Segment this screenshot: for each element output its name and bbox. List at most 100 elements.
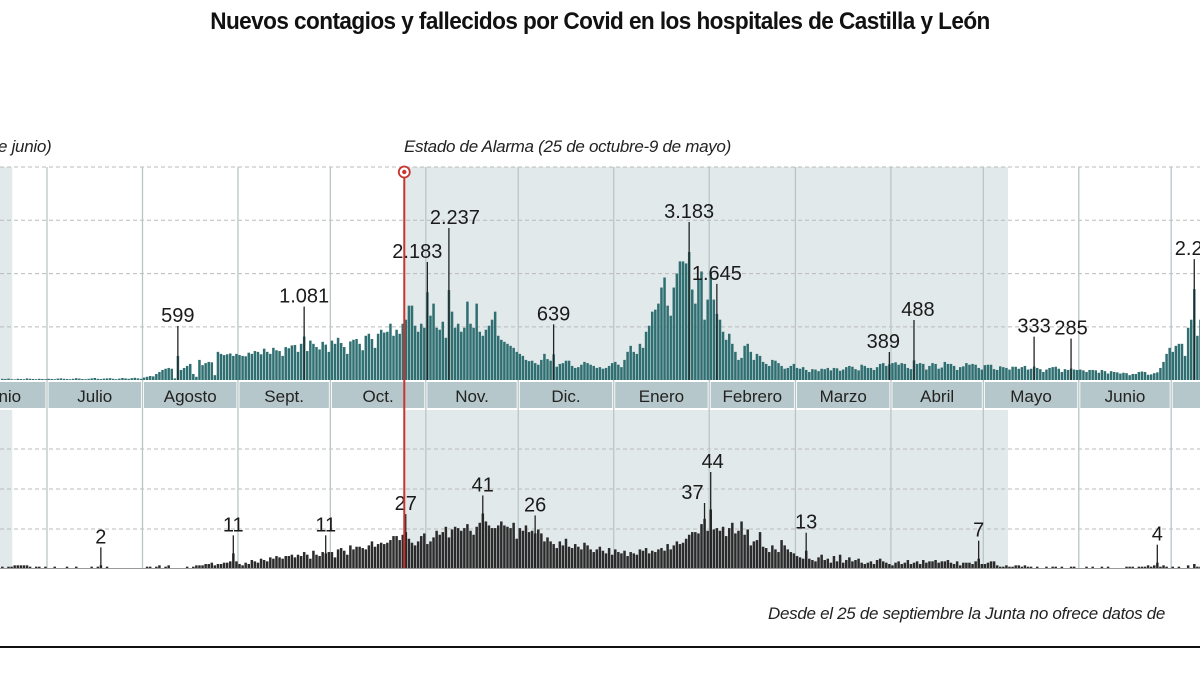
deaths-bar — [355, 546, 358, 568]
deaths-bar — [983, 564, 987, 568]
cases-bar — [894, 362, 897, 380]
deaths-bar — [1131, 566, 1134, 568]
cases-bar — [620, 367, 623, 380]
cases-bar — [533, 363, 537, 380]
deaths-annotation-label: 37 — [681, 482, 703, 504]
cases-bar — [989, 364, 993, 380]
deaths-bar — [1165, 566, 1168, 568]
cases-bar — [718, 319, 722, 380]
deaths-bar — [881, 561, 885, 568]
cases-bar — [352, 339, 355, 380]
cases-bar — [395, 329, 398, 380]
cases-bar — [188, 363, 192, 380]
deaths-bar — [857, 558, 860, 568]
cases-bar — [1165, 353, 1168, 380]
deaths-annotation-label: 11 — [315, 514, 336, 536]
chart-title: Nuevos contagios y fallecidos por Covid … — [210, 8, 990, 35]
cases-bar — [59, 378, 63, 380]
deaths-annotation-label: 44 — [702, 451, 724, 473]
cases-bar — [567, 360, 571, 380]
month-band-cell — [984, 382, 1078, 408]
cases-bar — [694, 303, 697, 380]
deaths-bar — [570, 548, 574, 568]
deaths-bar — [379, 542, 383, 568]
deaths-bar — [376, 544, 380, 568]
cases-bar — [290, 345, 294, 380]
deaths-bar — [278, 557, 281, 568]
cases-bar — [25, 378, 29, 380]
month-band-cell — [615, 382, 708, 408]
deaths-bar — [512, 522, 515, 568]
cases-bar — [204, 363, 207, 380]
deaths-bar — [496, 525, 500, 568]
deaths-bar — [949, 562, 953, 568]
cases-annotation-label: 389 — [867, 331, 900, 353]
cases-bar — [432, 303, 435, 380]
cases-bar — [16, 378, 19, 380]
deaths-bar — [755, 540, 759, 568]
deaths-bar — [657, 549, 660, 568]
deaths-bar — [1017, 565, 1020, 568]
cases-bar — [561, 363, 565, 380]
deaths-bar — [958, 565, 962, 568]
cases-bar — [265, 351, 269, 380]
deaths-bar — [638, 549, 642, 568]
cases-bar — [472, 327, 475, 380]
cases-bar — [666, 305, 669, 380]
month-band-cell — [796, 382, 890, 408]
cases-bar — [524, 359, 528, 380]
deaths-bar — [472, 534, 475, 568]
cases-bar — [401, 323, 404, 380]
deaths-bar — [259, 558, 263, 568]
cases-bar — [925, 369, 928, 380]
cases-bar — [158, 371, 161, 380]
deaths-bar — [1020, 566, 1024, 568]
cases-bar — [90, 378, 93, 380]
deaths-bar — [666, 544, 669, 568]
cases-bar — [684, 263, 688, 380]
deaths-bar — [697, 533, 700, 568]
deaths-bar — [204, 564, 207, 568]
cases-annotation-label: 2.183 — [392, 241, 442, 263]
deaths-bar — [229, 561, 232, 568]
deaths-bar — [918, 564, 922, 568]
cases-bar — [783, 368, 786, 380]
deaths-bar — [500, 521, 503, 568]
cases-bar — [1051, 367, 1054, 380]
cases-bar — [709, 271, 712, 380]
cases-bar — [999, 366, 1002, 380]
deaths-bar — [195, 565, 198, 568]
deaths-bar — [198, 565, 201, 568]
deaths-bar — [352, 549, 355, 568]
cases-bar — [943, 361, 947, 380]
cases-bar — [478, 331, 481, 380]
cases-bar — [287, 348, 291, 380]
deaths-bar — [675, 541, 679, 568]
deaths-bar — [290, 554, 294, 568]
cases-bar — [697, 279, 700, 380]
deaths-bar — [743, 534, 746, 568]
cases-bar — [848, 365, 851, 380]
cases-bar — [450, 311, 454, 380]
alarm-start-marker-dot — [402, 169, 407, 175]
cases-bar — [250, 353, 254, 380]
cases-bar — [53, 379, 56, 380]
cases-bar — [1159, 367, 1162, 380]
deaths-bar — [7, 566, 10, 568]
cases-bar — [906, 367, 910, 380]
deaths-bar — [792, 553, 796, 568]
deaths-bar — [75, 566, 78, 568]
deaths-bar — [413, 545, 417, 568]
cases-annotation-label: 285 — [1054, 318, 1087, 340]
deaths-bar — [330, 552, 334, 568]
cases-bar — [281, 355, 284, 380]
deaths-bar — [925, 562, 928, 568]
deaths-bar — [426, 544, 429, 568]
deaths-bar — [287, 556, 291, 568]
deaths-bar — [681, 542, 685, 568]
cases-bar — [691, 289, 694, 380]
month-label: Oct. — [363, 387, 394, 406]
cases-bar — [915, 363, 919, 380]
deaths-bar — [105, 566, 109, 568]
deaths-bar — [1014, 565, 1017, 568]
